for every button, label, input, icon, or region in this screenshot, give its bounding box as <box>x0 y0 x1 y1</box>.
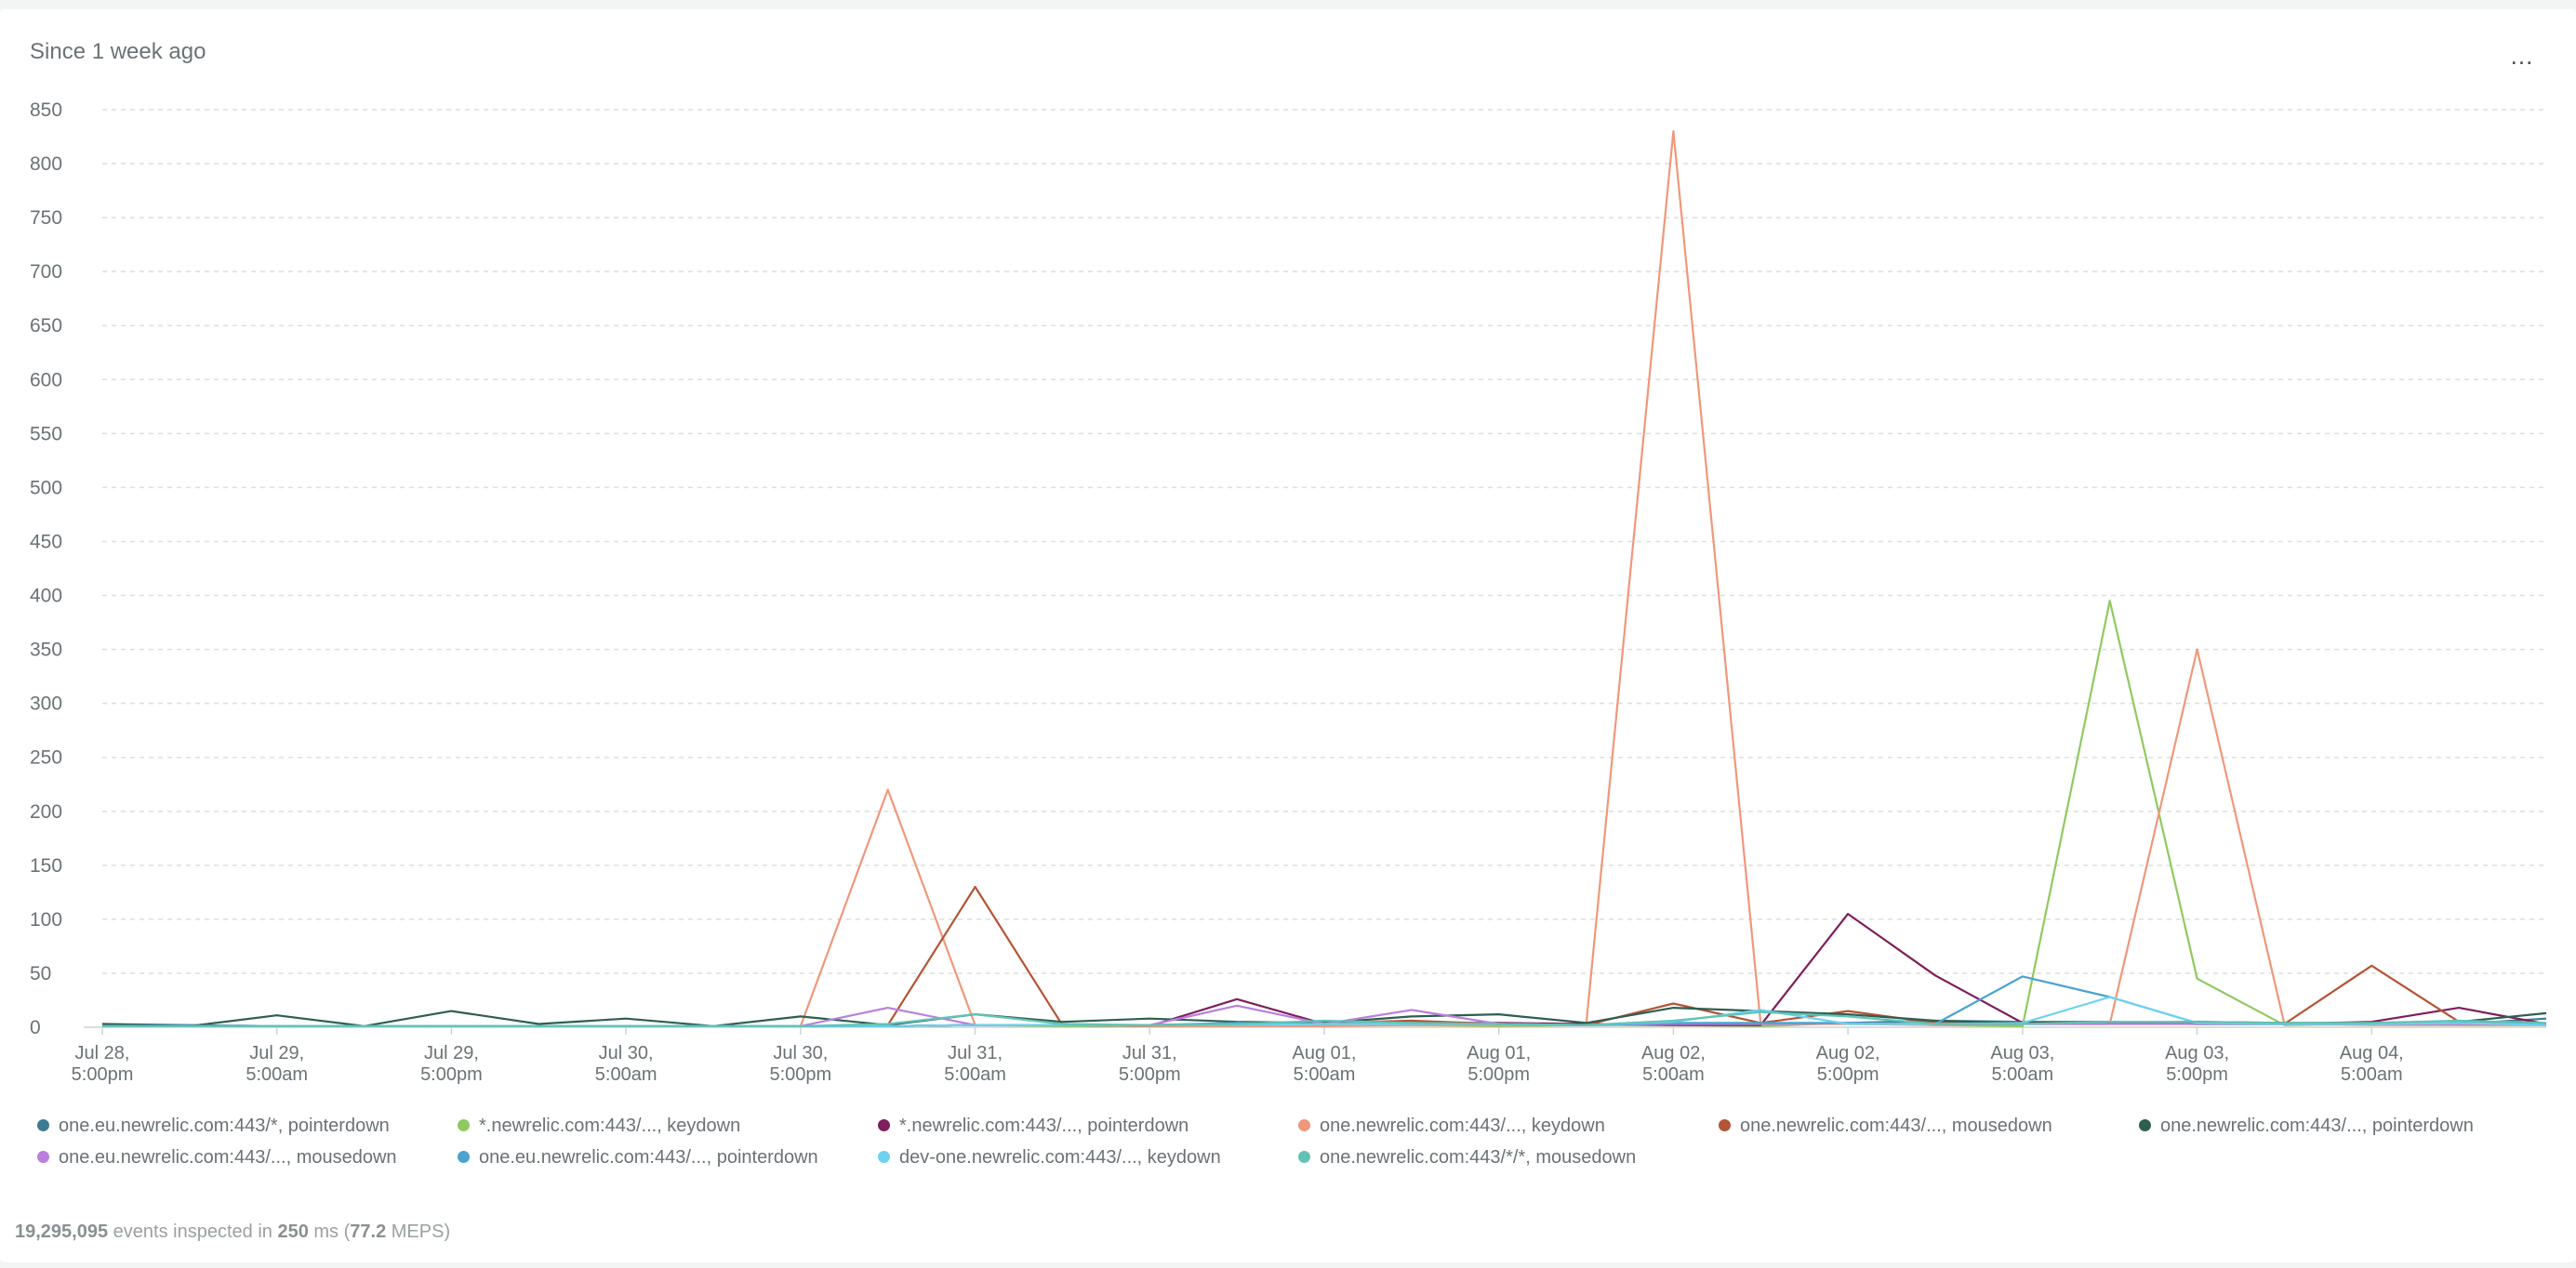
legend-item[interactable]: one.eu.newrelic.com:443/*, pointerdown <box>37 1116 390 1137</box>
legend-item[interactable]: one.newrelic.com:443/..., pointerdown <box>2139 1116 2474 1137</box>
x-tick-label: Jul 29, <box>249 1043 304 1063</box>
query-ms: 250 <box>277 1222 309 1242</box>
x-tick-label: Aug 01, <box>1467 1043 1531 1063</box>
x-tick-label: 5:00pm <box>1119 1064 1181 1085</box>
y-tick-label: 0 <box>30 1017 41 1038</box>
legend-label: one.newrelic.com:443/*/*, mousedown <box>1320 1147 1637 1168</box>
x-tick-label: 5:00am <box>1294 1064 1356 1085</box>
y-tick-label: 750 <box>30 207 62 229</box>
legend-label: one.eu.newrelic.com:443/..., pointerdown <box>479 1147 818 1168</box>
series-line-4 <box>102 130 2546 1027</box>
legend-swatch <box>1298 1151 1310 1163</box>
x-tick-label: 5:00am <box>2341 1064 2403 1085</box>
y-tick-label: 100 <box>30 909 62 931</box>
x-tick-label: 5:00pm <box>1817 1064 1879 1085</box>
y-tick-label: 850 <box>30 99 62 121</box>
legend-item[interactable]: one.newrelic.com:443/..., keydown <box>1298 1116 1605 1137</box>
legend-item[interactable]: one.eu.newrelic.com:443/..., mousedown <box>37 1147 397 1169</box>
x-tick-label: Aug 04, <box>2340 1043 2404 1063</box>
x-tick-label: Aug 01, <box>1293 1043 1357 1063</box>
legend-label: one.eu.newrelic.com:443/..., mousedown <box>59 1147 397 1168</box>
x-tick-label: 5:00pm <box>1467 1064 1530 1085</box>
y-tick-label: 500 <box>30 477 62 498</box>
x-tick-label: 5:00am <box>246 1064 308 1085</box>
legend-label: one.eu.newrelic.com:443/*, pointerdown <box>59 1116 390 1136</box>
legend-item[interactable]: one.newrelic.com:443/..., mousedown <box>1719 1116 2052 1137</box>
x-tick-label: 5:00pm <box>72 1064 134 1085</box>
y-tick-label: 450 <box>30 531 62 552</box>
x-tick-label: Aug 02, <box>1816 1043 1880 1063</box>
x-tick-label: 5:00pm <box>420 1064 483 1085</box>
events-text: events inspected in <box>108 1222 278 1242</box>
series-line-3 <box>102 912 2547 1027</box>
x-tick-label: 5:00am <box>1642 1064 1705 1085</box>
x-tick-label: 5:00am <box>595 1064 657 1085</box>
legend-item[interactable]: one.eu.newrelic.com:443/..., pointerdown <box>458 1147 818 1169</box>
series-line-2 <box>102 600 2546 1027</box>
legend-swatch <box>878 1119 890 1131</box>
y-tick-label: 700 <box>30 261 62 283</box>
series-line-10 <box>102 1010 2547 1027</box>
legend-swatch <box>1298 1119 1310 1131</box>
y-tick-label: 300 <box>30 693 62 715</box>
widget-title: Since 1 week ago <box>30 39 206 64</box>
x-tick-label: Jul 29, <box>424 1043 479 1063</box>
y-tick-label: 600 <box>30 369 62 390</box>
legend-item[interactable]: one.newrelic.com:443/*/*, mousedown <box>1298 1147 1636 1169</box>
y-tick-label: 650 <box>30 315 62 337</box>
legend-swatch <box>37 1119 49 1131</box>
more-options-icon[interactable]: ... <box>2510 42 2534 70</box>
legend-swatch <box>1719 1119 1731 1131</box>
legend-label: one.newrelic.com:443/..., mousedown <box>1740 1116 2052 1136</box>
y-tick-label: 200 <box>30 801 62 823</box>
x-tick-label: Aug 03, <box>2165 1043 2229 1063</box>
y-tick-label: 50 <box>30 963 51 984</box>
y-tick-label: 800 <box>30 153 62 175</box>
legend-label: dev-one.newrelic.com:443/..., keydown <box>899 1147 1221 1168</box>
legend-row: one.eu.newrelic.com:443/..., mousedown on… <box>37 1147 2548 1179</box>
x-tick-label: Jul 31, <box>1122 1043 1177 1063</box>
y-tick-label: 150 <box>30 855 62 877</box>
events-count: 19,295,095 <box>15 1222 109 1242</box>
x-tick-label: Jul 30, <box>599 1043 654 1063</box>
x-tick-label: 5:00pm <box>769 1064 831 1085</box>
y-tick-label: 350 <box>30 640 62 661</box>
legend-swatch <box>458 1119 470 1131</box>
x-tick-label: 5:00am <box>944 1064 1006 1085</box>
x-tick-label: Jul 28, <box>75 1043 130 1063</box>
x-tick-label: Aug 03, <box>1990 1043 2054 1063</box>
y-tick-label: 250 <box>30 747 62 769</box>
x-tick-label: 5:00pm <box>2166 1064 2228 1085</box>
legend-label: one.newrelic.com:443/..., pointerdown <box>2160 1116 2474 1136</box>
legend-swatch <box>458 1151 470 1163</box>
legend-item[interactable]: dev-one.newrelic.com:443/..., keydown <box>878 1147 1221 1169</box>
legend-label: *.newrelic.com:443/..., pointerdown <box>899 1116 1189 1136</box>
legend-row: one.eu.newrelic.com:443/*, pointerdown *.… <box>37 1116 2548 1147</box>
chart-legend: one.eu.newrelic.com:443/*, pointerdown *.… <box>37 1116 2548 1179</box>
meps-value: 77.2 <box>350 1222 387 1242</box>
y-tick-label: 550 <box>30 423 62 444</box>
legend-item[interactable]: *.newrelic.com:443/..., keydown <box>458 1116 740 1137</box>
x-tick-label: 5:00am <box>1991 1064 2053 1085</box>
legend-item[interactable]: *.newrelic.com:443/..., pointerdown <box>878 1116 1188 1137</box>
legend-swatch <box>2139 1119 2151 1131</box>
x-tick-label: Jul 31, <box>948 1043 1003 1063</box>
x-tick-label: Jul 30, <box>773 1043 828 1063</box>
legend-swatch <box>37 1151 49 1163</box>
series-line-5 <box>102 885 2547 1027</box>
meps-text: MEPS) <box>386 1222 451 1242</box>
legend-swatch <box>878 1151 890 1163</box>
query-footer: 19,295,095 events inspected in 250 ms (7… <box>15 1222 450 1243</box>
ms-text: ms ( <box>308 1222 351 1242</box>
line-chart: 0 50 100 150 200 250 300 350 400 450 500 550 600 650 7… <box>30 99 2547 1085</box>
y-tick-label: 400 <box>30 586 62 607</box>
legend-label: one.newrelic.com:443/..., keydown <box>1320 1116 1605 1136</box>
legend-label: *.newrelic.com:443/..., keydown <box>479 1116 741 1136</box>
x-tick-label: Aug 02, <box>1641 1043 1706 1063</box>
